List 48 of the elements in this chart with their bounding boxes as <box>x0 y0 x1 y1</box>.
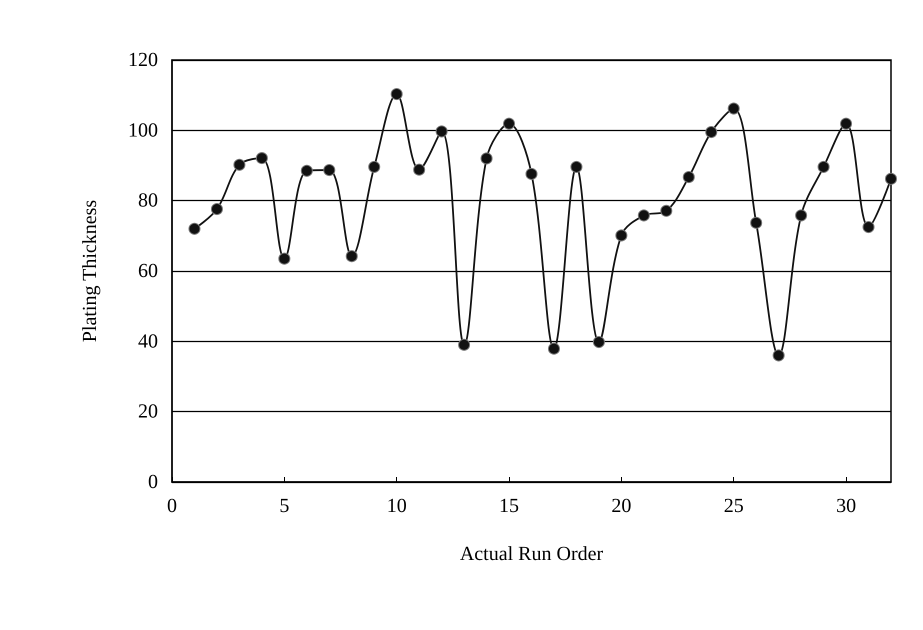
point <box>885 172 897 185</box>
point <box>682 171 695 184</box>
y-tick-label: 100 <box>128 119 158 142</box>
point <box>233 158 246 171</box>
x-tick-label: 5 <box>279 495 290 517</box>
point <box>615 229 628 242</box>
x-axis-title: Actual Run Order <box>460 543 604 565</box>
point <box>570 160 582 173</box>
point <box>818 160 830 173</box>
point <box>210 203 223 216</box>
y-tick-label: 20 <box>138 400 158 423</box>
point <box>278 252 290 265</box>
point <box>436 125 448 138</box>
point <box>480 152 493 164</box>
y-tick-label: 0 <box>148 471 158 493</box>
x-tick-label: 10 <box>386 495 407 517</box>
y-tick-label: 80 <box>138 190 158 212</box>
point <box>323 164 336 176</box>
point <box>795 209 808 222</box>
point <box>772 349 785 362</box>
point <box>728 102 740 115</box>
point <box>750 216 762 229</box>
point <box>660 204 672 217</box>
point <box>368 160 380 173</box>
y-tick-label: 40 <box>138 330 158 352</box>
point <box>346 250 358 262</box>
y-tick-label: 60 <box>138 260 158 282</box>
x-tick-label: 30 <box>836 495 856 517</box>
point <box>458 338 470 351</box>
point <box>413 164 426 176</box>
point <box>548 342 560 355</box>
point <box>188 222 200 235</box>
x-tick-label: 0 <box>167 495 177 517</box>
x-tick-label: 15 <box>499 495 520 517</box>
point <box>256 152 268 164</box>
point <box>638 209 650 222</box>
point <box>503 118 516 130</box>
point <box>592 336 605 348</box>
x-tick-label: 25 <box>724 495 744 517</box>
point <box>862 221 875 234</box>
point <box>390 88 403 100</box>
y-tick-label: 120 <box>128 49 158 71</box>
point <box>840 118 852 130</box>
y-axis-title: Plating Thickness <box>79 200 101 342</box>
x-tick-label: 20 <box>611 495 632 517</box>
point <box>705 126 718 138</box>
point <box>526 168 538 180</box>
point <box>300 164 313 177</box>
